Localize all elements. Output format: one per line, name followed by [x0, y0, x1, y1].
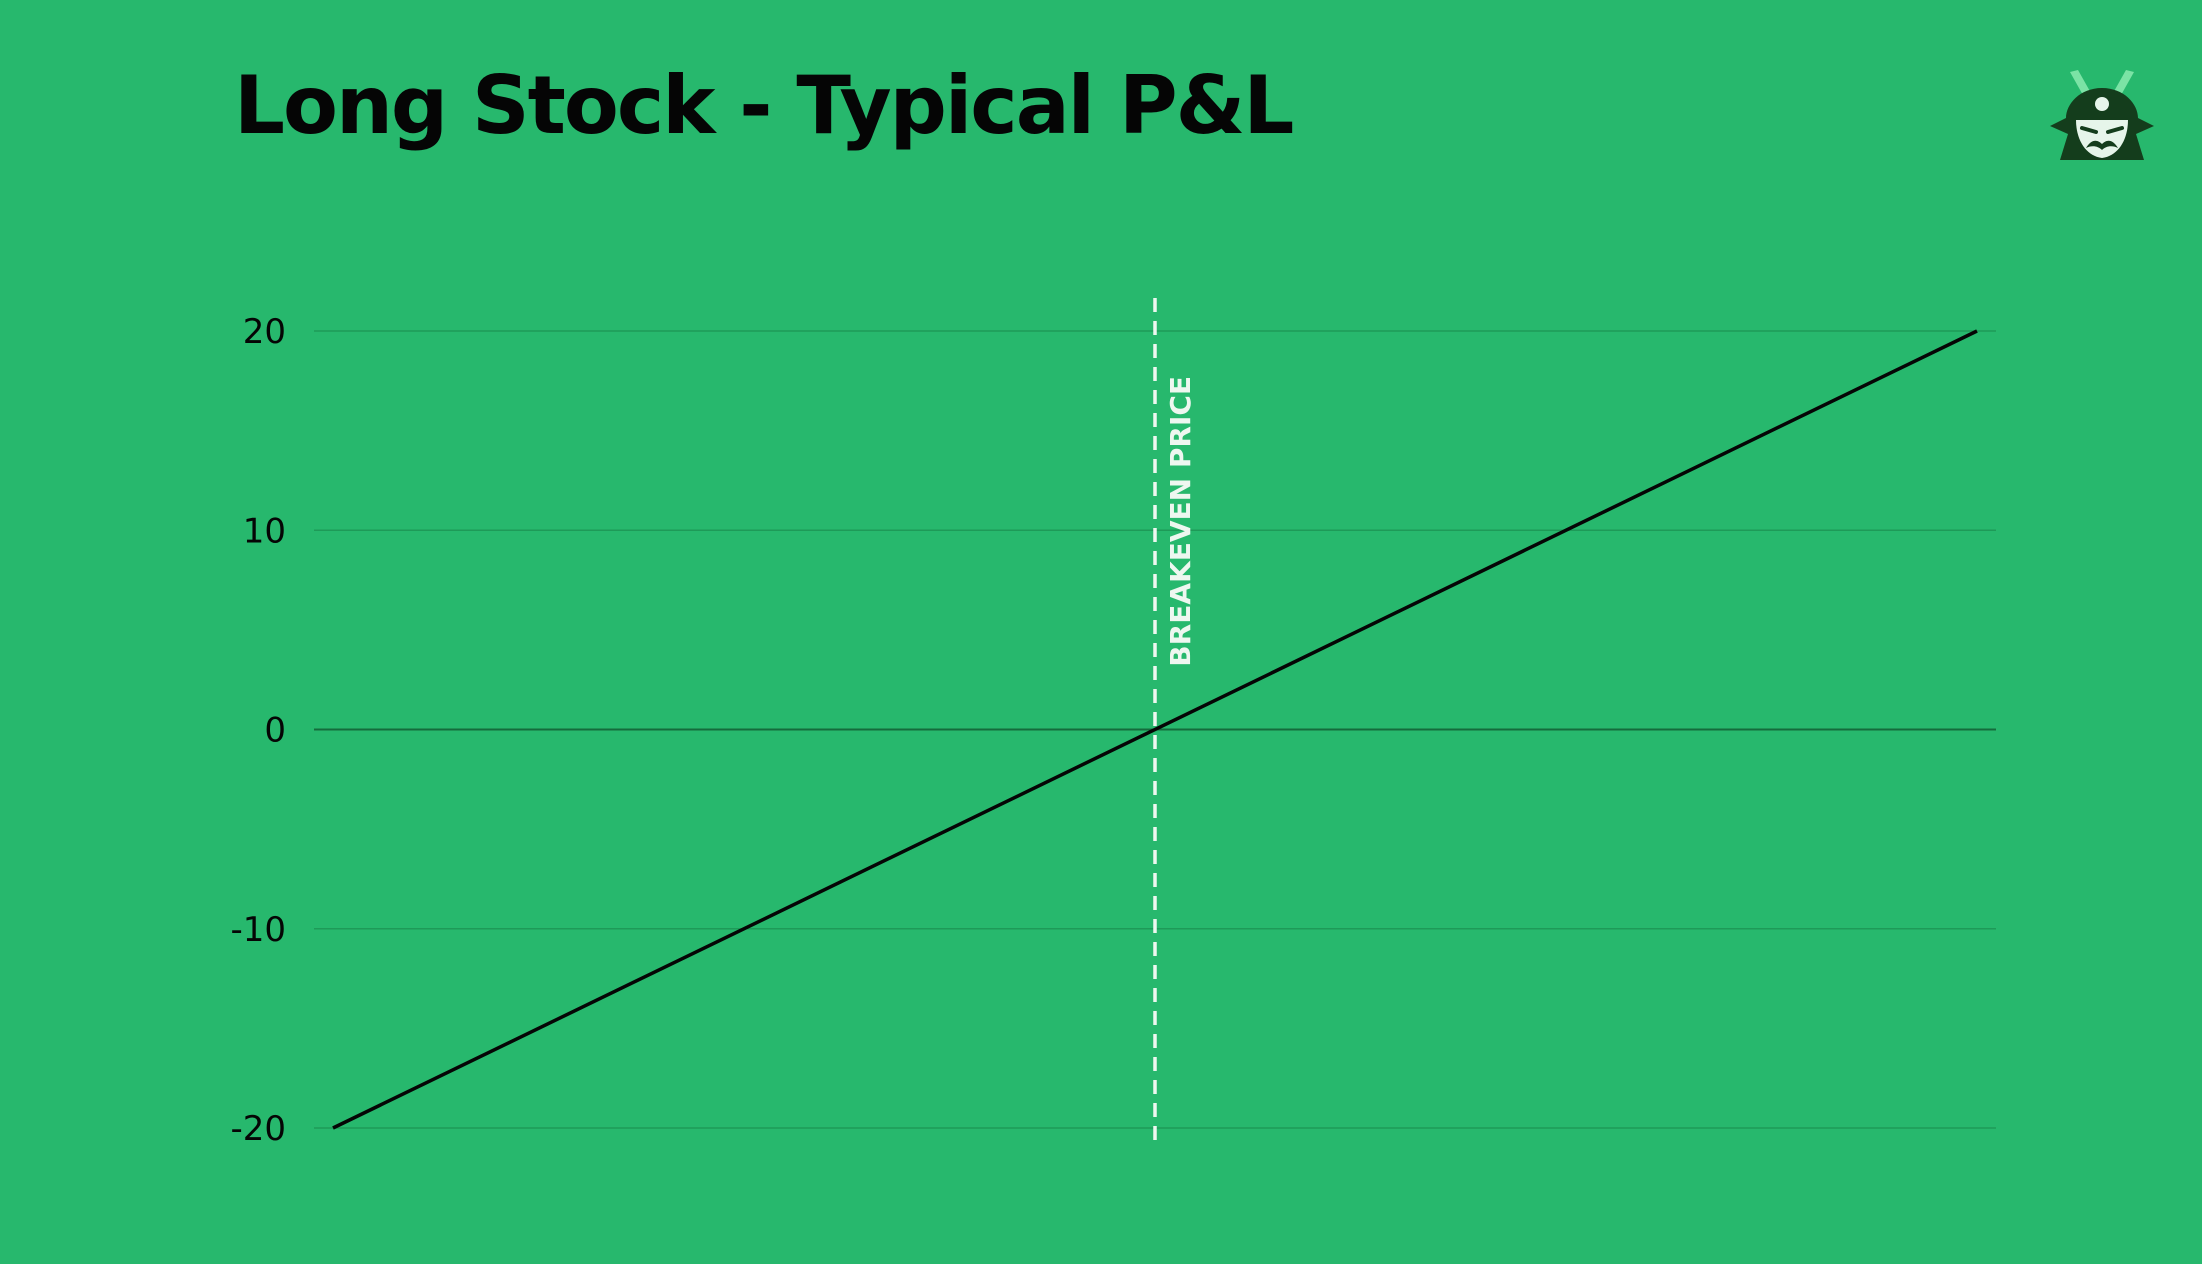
- y-axis-tick-labels: 20 10 0 -10 -20: [230, 312, 286, 1149]
- chart-title: Long Stock - Typical P&L: [234, 59, 1294, 152]
- y-tick-label: 0: [264, 711, 286, 751]
- samurai-mascot-icon: [2050, 70, 2154, 160]
- logo-eyes: [2080, 126, 2124, 134]
- y-tick-label: -20: [230, 1109, 286, 1149]
- y-tick-label: -10: [230, 910, 286, 950]
- annotations: BREAKEVEN PRICE: [1153, 298, 1197, 1146]
- logo-crest: [2095, 97, 2109, 111]
- logo-mustache: [2086, 140, 2118, 150]
- y-tick-label: 20: [243, 312, 286, 352]
- pnl-series-line: [332, 329, 1978, 1130]
- series-lines: [332, 329, 1978, 1130]
- y-tick-label: 10: [243, 511, 286, 551]
- breakeven-label: BREAKEVEN PRICE: [1164, 376, 1197, 667]
